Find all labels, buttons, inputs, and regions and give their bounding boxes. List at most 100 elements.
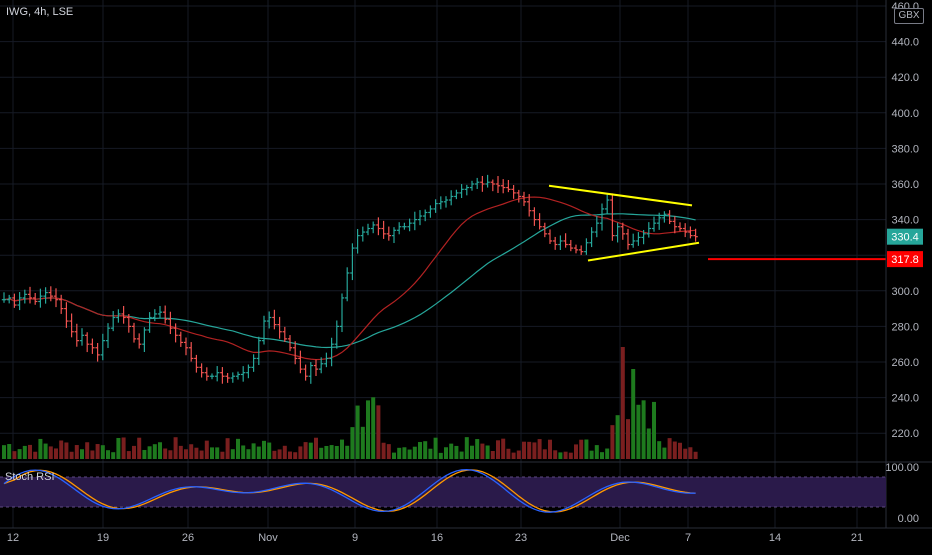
- ma-fast-line: [3, 196, 696, 361]
- trendline-upper: [548, 184, 693, 207]
- volume-bar: [418, 442, 422, 459]
- volume-bar: [490, 450, 495, 459]
- volume-bar: [33, 451, 38, 459]
- volume-bar: [464, 437, 469, 459]
- volume-bar: [74, 445, 79, 459]
- volume-bar: [412, 446, 417, 459]
- currency-badge[interactable]: GBX: [894, 8, 924, 24]
- price-tick-label: 360.0: [891, 179, 919, 191]
- price-tick-label: 380.0: [891, 143, 919, 155]
- volume-bar: [620, 347, 625, 459]
- volume-bar: [199, 450, 204, 459]
- volume-bar: [553, 450, 558, 459]
- last-price-label: 330.4: [891, 232, 919, 244]
- volume-bar: [402, 447, 407, 459]
- volume-bar: [2, 445, 6, 459]
- volume-bar: [594, 445, 599, 459]
- volume-bar: [334, 445, 339, 459]
- level-price-label: 317.8: [891, 254, 919, 266]
- volume-bar: [433, 437, 438, 459]
- volume-bar: [69, 451, 74, 459]
- volume-bar: [480, 443, 485, 459]
- rsi-tick-label: 0.00: [898, 513, 919, 525]
- volume-bar: [54, 448, 58, 459]
- volume-bar: [579, 439, 584, 459]
- volume-bar: [64, 442, 69, 459]
- volume-bar: [95, 444, 100, 459]
- volume-bar: [85, 442, 90, 459]
- volume-bar: [423, 441, 428, 459]
- volume-bar: [111, 452, 116, 459]
- volume-bar: [532, 442, 537, 459]
- volume-bar: [246, 449, 251, 459]
- volume-bar: [241, 445, 246, 459]
- time-tick-label: 19: [97, 532, 109, 544]
- volume-bar: [605, 448, 610, 459]
- volume-bar: [537, 439, 542, 459]
- volume-bar: [371, 397, 376, 459]
- volume-bar: [360, 426, 365, 459]
- volume-bar: [220, 451, 225, 459]
- volume-bar: [236, 438, 240, 459]
- volume-bar: [454, 445, 459, 459]
- volume-bar: [22, 445, 27, 459]
- volume-bar: [38, 438, 43, 459]
- volume-bar: [407, 449, 412, 459]
- price-tick-label: 240.0: [891, 393, 919, 405]
- volume-bar: [225, 438, 230, 459]
- volume-bar: [610, 425, 615, 459]
- volume-bar: [308, 442, 313, 459]
- volume-bar: [173, 437, 178, 459]
- volume-bar: [152, 444, 157, 459]
- volume-bar: [194, 447, 199, 459]
- last-price-badge: [887, 228, 923, 245]
- volume-bar: [444, 447, 448, 459]
- time-tick-label: 12: [7, 532, 19, 544]
- volume-bar: [298, 446, 303, 459]
- price-tick-label: 420.0: [891, 72, 919, 84]
- volume-bar: [340, 439, 344, 459]
- volume-bar: [329, 445, 334, 459]
- price-tick-label: 260.0: [891, 357, 919, 369]
- time-tick-label: 26: [182, 532, 194, 544]
- volume-bar: [178, 445, 183, 459]
- volume-bar: [293, 452, 298, 459]
- volume-bar: [589, 450, 594, 459]
- volume-bar: [652, 401, 656, 459]
- volume-bar: [121, 437, 126, 459]
- volume-bar: [116, 437, 121, 459]
- volume-bar: [672, 441, 677, 459]
- price-tick-label: 220.0: [891, 428, 919, 440]
- volume-bar: [288, 451, 292, 459]
- volume-bar: [688, 447, 693, 459]
- volume-bar: [59, 440, 64, 459]
- rsi-tick-label: 100.00: [885, 462, 919, 474]
- volume-bar: [636, 404, 641, 459]
- time-tick-label: 23: [515, 532, 527, 544]
- time-tick-label: Dec: [610, 532, 630, 544]
- volume-bar: [262, 440, 266, 459]
- price-tick-label: 340.0: [891, 215, 919, 227]
- volume-bar: [319, 447, 324, 459]
- volume-bar: [381, 442, 386, 459]
- volume-bar: [90, 450, 95, 459]
- volume-bar: [522, 441, 526, 459]
- volume-bar: [626, 419, 630, 459]
- volume-bar: [142, 449, 147, 459]
- volume-bar: [256, 446, 261, 459]
- price-tick-label: 440.0: [891, 37, 919, 49]
- volume-bar: [574, 444, 578, 459]
- volume-bar: [615, 415, 620, 459]
- volume-bar: [282, 445, 287, 459]
- volume-bar: [548, 439, 552, 459]
- volume-bar: [7, 444, 12, 459]
- price-tick-label: 300.0: [891, 286, 919, 298]
- volume-bar: [428, 448, 433, 459]
- volume-bar: [80, 449, 84, 459]
- time-tick-label: Nov: [258, 532, 278, 544]
- volume-bar: [12, 451, 17, 459]
- volume-bar: [563, 451, 568, 459]
- volume-bar: [314, 437, 318, 459]
- volume-bar: [28, 444, 32, 459]
